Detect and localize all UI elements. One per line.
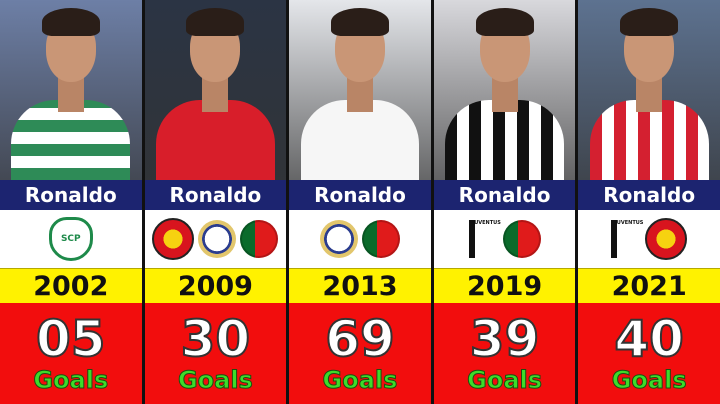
portugal-flag-icon — [240, 220, 279, 258]
player-photo — [289, 0, 431, 180]
year: 2019 — [433, 268, 576, 303]
year: 2009 — [144, 268, 287, 303]
goals-count: 39 — [469, 310, 541, 368]
neck — [57, 76, 84, 112]
goals-count: 30 — [180, 310, 252, 368]
player-hair — [186, 8, 245, 36]
player-hair — [330, 8, 389, 36]
club-logos: JUVENTUS — [578, 210, 720, 268]
manchester-united-crest-icon — [645, 218, 688, 260]
player-photo — [0, 0, 142, 180]
neck — [202, 76, 229, 112]
year: 2002 — [0, 268, 142, 303]
goals-count: 05 — [35, 310, 107, 368]
year: 2021 — [578, 268, 720, 303]
player-card: Ronaldo JUVENTUS 2021 40 Goals — [578, 0, 720, 404]
sporting-cp-crest-icon: SCP — [48, 217, 93, 261]
player-hair — [41, 8, 100, 36]
goals-count: 40 — [613, 310, 685, 368]
club-logos: JUVENTUS — [433, 210, 576, 268]
jersey — [445, 100, 565, 180]
player-photo — [433, 0, 576, 180]
manchester-united-crest-icon — [152, 218, 195, 260]
player-card: Ronaldo SCP 2002 05 Goals — [0, 0, 142, 404]
player-name: Ronaldo — [289, 180, 431, 210]
goals-panel: 69 Goals — [289, 303, 431, 404]
goals-label: Goals — [611, 366, 687, 394]
player-hair — [475, 8, 534, 36]
jersey — [11, 100, 131, 180]
player-photo — [578, 0, 720, 180]
neck — [636, 76, 663, 112]
player-card: Ronaldo 2013 69 Goals — [289, 0, 431, 404]
jersey — [300, 100, 420, 180]
club-logos — [144, 210, 287, 268]
portugal-flag-icon — [361, 220, 400, 258]
goals-panel: 40 Goals — [578, 303, 720, 404]
club-logos — [289, 210, 431, 268]
player-card: Ronaldo 2009 30 Goals — [144, 0, 287, 404]
goals-label: Goals — [322, 366, 398, 394]
goals-panel: 39 Goals — [433, 303, 576, 404]
goals-panel: 30 Goals — [144, 303, 287, 404]
juventus-crest-icon: JUVENTUS — [468, 220, 501, 258]
goals-count: 69 — [324, 310, 396, 368]
year: 2013 — [289, 268, 431, 303]
juventus-crest-icon: JUVENTUS — [611, 220, 643, 258]
player-hair — [620, 8, 679, 36]
neck — [491, 76, 518, 112]
goals-label: Goals — [177, 366, 253, 394]
player-name: Ronaldo — [433, 180, 576, 210]
real-madrid-crest-icon — [198, 220, 237, 258]
player-photo — [144, 0, 287, 180]
neck — [346, 76, 373, 112]
goals-panel: 05 Goals — [0, 303, 142, 404]
real-madrid-crest-icon — [319, 220, 358, 258]
goals-label: Goals — [33, 366, 109, 394]
player-name: Ronaldo — [0, 180, 142, 210]
jersey — [589, 100, 709, 180]
jersey — [155, 100, 275, 180]
club-logos: SCP — [0, 210, 142, 268]
goals-label: Goals — [467, 366, 543, 394]
portugal-flag-icon — [502, 220, 541, 258]
player-card: Ronaldo JUVENTUS 2019 39 Goals — [433, 0, 576, 404]
player-name: Ronaldo — [144, 180, 287, 210]
player-name: Ronaldo — [578, 180, 720, 210]
